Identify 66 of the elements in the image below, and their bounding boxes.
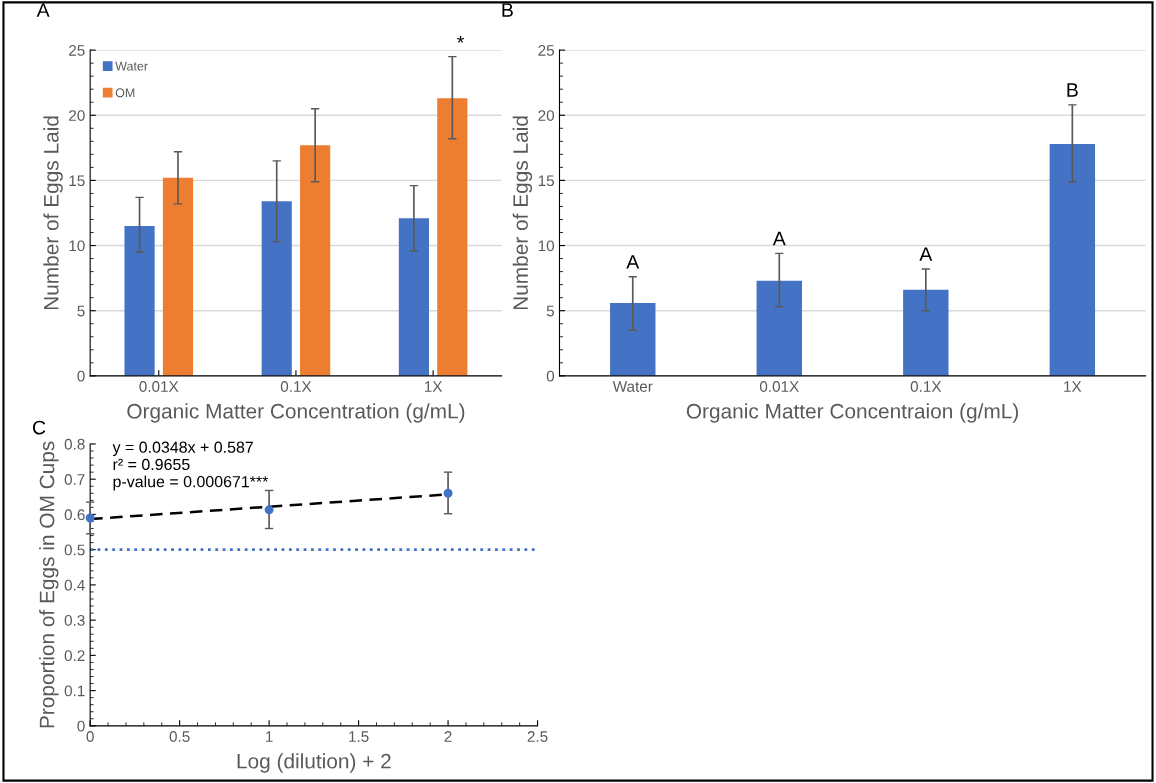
x-tick-label: 0.1X	[910, 381, 942, 392]
x-tick-label: 2.5	[527, 731, 548, 742]
y-tick-label: 0	[77, 720, 85, 732]
chart-title: B	[502, 3, 513, 17]
y-tick-label: 0.5	[64, 544, 85, 556]
y-axis-title: Proportion of Eggs in OM Cups	[39, 441, 59, 728]
x-tick-label: 0.1X	[280, 381, 312, 392]
text: *	[457, 35, 465, 43]
y-tick-label: 15	[69, 175, 85, 187]
bar	[903, 289, 949, 376]
y-tick-label: 25	[538, 44, 554, 56]
y-tick-label: 0.8	[64, 438, 85, 450]
y-tick-label: 0.7	[64, 474, 85, 485]
chart-title: C	[33, 420, 46, 435]
bar	[162, 177, 194, 376]
y-tick-label: 5	[77, 305, 85, 317]
annotation: B	[1067, 83, 1078, 97]
annotation: A	[626, 255, 640, 269]
bar	[124, 226, 155, 376]
x-tick-label: 0.5	[169, 731, 190, 742]
y-tick-label: 0.1	[64, 685, 85, 697]
y-axis-title: Number of Eggs Laid	[512, 116, 533, 310]
bar	[300, 145, 331, 376]
y-axis-title: Number of Eggs Laid	[43, 116, 63, 310]
x-axis-title: Log (dilution) + 2	[237, 753, 391, 773]
y-tick-label: 25	[69, 44, 85, 56]
x-tick-label: 1X	[424, 381, 443, 392]
point	[264, 505, 274, 515]
y-tick-label: 0	[77, 370, 85, 382]
y-tick-label: 20	[538, 110, 555, 121]
bar	[1049, 143, 1096, 376]
legend-label: OM	[115, 88, 135, 98]
x-tick-label: 1	[266, 731, 273, 742]
point	[443, 488, 453, 498]
x-tick-label: 0.01X	[759, 381, 799, 392]
annotation: y = 0.0348x + 0.587	[112, 441, 253, 457]
y-tick-label: 5	[546, 305, 554, 317]
x-tick-label: 0	[86, 731, 94, 742]
y-tick-label: 0.4	[64, 579, 85, 591]
x-tick-label: 1X	[1064, 381, 1082, 392]
legend-label: Water	[115, 61, 148, 71]
annotation: p-value = 0.000671***	[113, 475, 269, 491]
annotation: A	[772, 231, 786, 246]
y-tick-label: 0.3	[64, 615, 85, 626]
y-tick-label: 0.2	[64, 650, 85, 662]
bar	[756, 280, 802, 376]
point	[85, 513, 95, 523]
x-tick-label: 2	[444, 731, 452, 742]
y-tick-label: 0	[546, 370, 555, 382]
y-tick-label: 10	[538, 240, 555, 252]
bar	[437, 98, 468, 376]
bar	[261, 201, 292, 376]
x-tick-label: Water	[612, 381, 653, 392]
x-tick-label: 1.5	[349, 731, 369, 742]
x-axis-title: Organic Matter Concentration (g/mL)	[127, 403, 465, 423]
chart-title: A	[36, 3, 50, 17]
x-axis-title: Organic Matter Concentraion (g/mL)	[686, 403, 1018, 423]
y-tick-label: 15	[538, 175, 554, 187]
bar	[398, 218, 429, 376]
annotation: r² = 0.9655	[113, 458, 190, 471]
y-tick-label: 10	[69, 240, 85, 252]
x-tick-label: 0.01X	[139, 381, 179, 392]
y-tick-label: 20	[69, 110, 85, 121]
y-tick-label: 0.6	[64, 509, 85, 521]
annotation: A	[919, 247, 933, 261]
bar	[610, 302, 656, 376]
